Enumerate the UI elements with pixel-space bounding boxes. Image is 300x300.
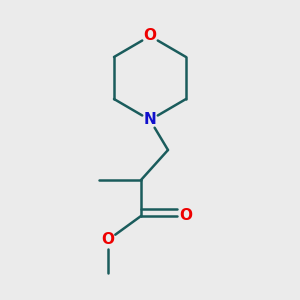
Text: N: N: [144, 112, 156, 128]
Text: O: O: [101, 232, 115, 247]
Text: O: O: [179, 208, 193, 224]
Text: O: O: [143, 28, 157, 44]
